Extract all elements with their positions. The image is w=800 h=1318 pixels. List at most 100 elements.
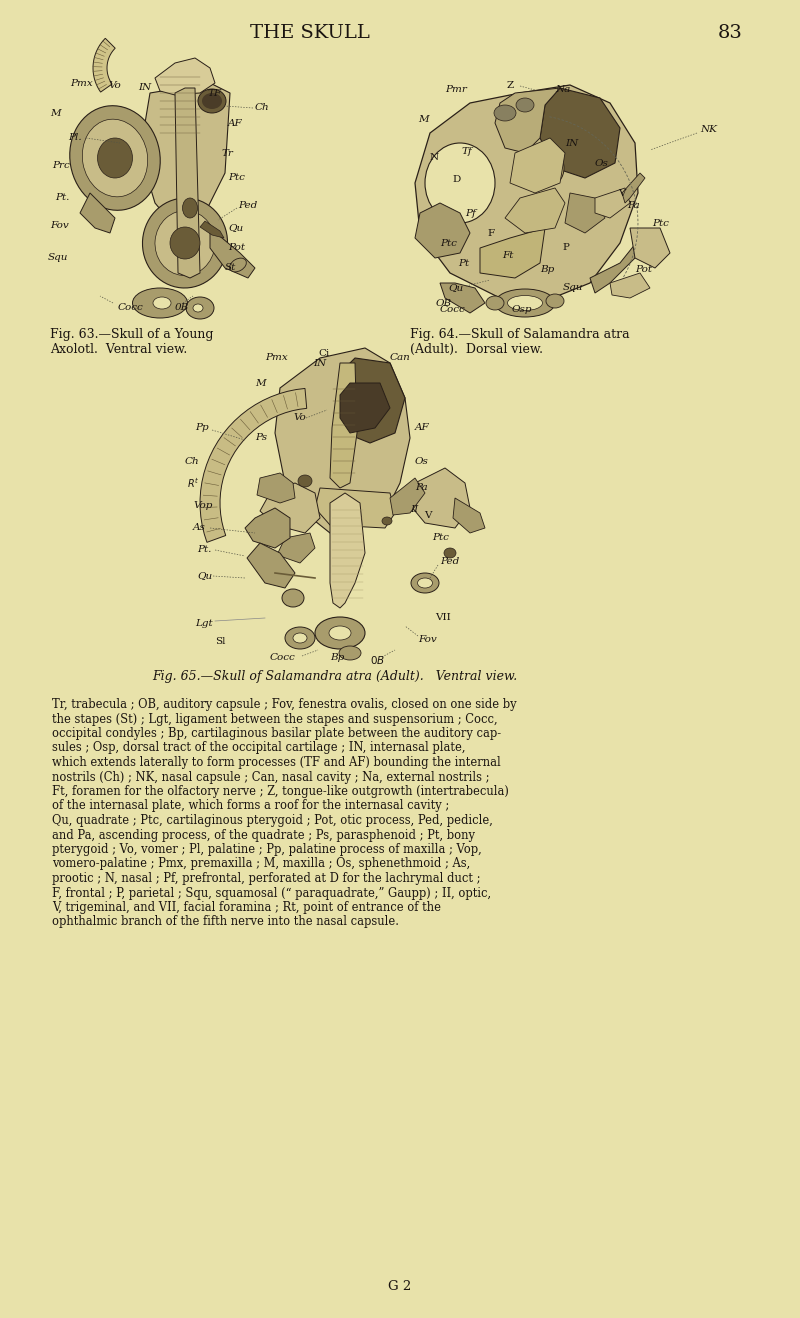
- Text: Fig. 65.—Skull of Salamandra atra (Adult).   Ventral view.: Fig. 65.—Skull of Salamandra atra (Adult…: [152, 670, 518, 683]
- Text: Ptc: Ptc: [432, 534, 449, 543]
- Polygon shape: [260, 482, 320, 532]
- Ellipse shape: [315, 617, 365, 648]
- Ellipse shape: [155, 211, 215, 275]
- Text: Ch: Ch: [185, 456, 200, 465]
- Text: Cocc: Cocc: [440, 306, 466, 315]
- Text: Vo: Vo: [293, 414, 306, 423]
- Text: Bp: Bp: [330, 654, 344, 663]
- Text: V: V: [424, 511, 431, 521]
- Polygon shape: [340, 358, 405, 443]
- Ellipse shape: [507, 295, 542, 311]
- Text: Fig. 64.—Skull of Salamandra atra: Fig. 64.—Skull of Salamandra atra: [410, 328, 630, 341]
- Ellipse shape: [82, 119, 148, 196]
- Ellipse shape: [153, 297, 171, 308]
- Text: Pa: Pa: [627, 202, 640, 211]
- Polygon shape: [200, 221, 224, 239]
- Polygon shape: [247, 543, 295, 588]
- Text: sules ; Osp, dorsal tract of the occipital cartilage ; IN, internasal plate,: sules ; Osp, dorsal tract of the occipit…: [52, 742, 466, 754]
- Text: TF: TF: [207, 88, 221, 98]
- Ellipse shape: [186, 297, 214, 319]
- Polygon shape: [410, 468, 470, 529]
- Text: V, trigeminal, and VII, facial foramina ; Rt, point of entrance of the: V, trigeminal, and VII, facial foramina …: [52, 902, 441, 913]
- Text: II: II: [410, 506, 418, 514]
- Ellipse shape: [495, 289, 555, 318]
- Text: Ped: Ped: [238, 202, 258, 211]
- Text: VII: VII: [435, 613, 450, 622]
- Ellipse shape: [198, 90, 226, 113]
- Polygon shape: [565, 192, 605, 233]
- Text: M: M: [418, 116, 429, 124]
- Text: which extends laterally to form processes (TF and AF) bounding the internal: which extends laterally to form processe…: [52, 757, 501, 768]
- Ellipse shape: [293, 633, 307, 643]
- Text: IN: IN: [565, 138, 578, 148]
- Ellipse shape: [339, 646, 361, 660]
- Text: Lgt: Lgt: [195, 618, 213, 627]
- Text: 0B: 0B: [175, 303, 190, 312]
- Ellipse shape: [202, 94, 222, 109]
- Polygon shape: [175, 88, 200, 278]
- Polygon shape: [505, 188, 565, 233]
- Text: F: F: [487, 228, 494, 237]
- Text: OB: OB: [436, 298, 452, 307]
- Text: M: M: [255, 378, 266, 387]
- Text: P: P: [562, 244, 569, 253]
- Ellipse shape: [230, 258, 246, 272]
- Text: Qu, quadrate ; Ptc, cartilaginous pterygoid ; Pot, otic process, Ped, pedicle,: Qu, quadrate ; Ptc, cartilaginous pteryg…: [52, 815, 493, 826]
- Text: the stapes (St) ; Lgt, ligament between the stapes and suspensorium ; Cocc,: the stapes (St) ; Lgt, ligament between …: [52, 713, 498, 725]
- Polygon shape: [590, 239, 640, 293]
- Text: NK: NK: [700, 125, 717, 134]
- Polygon shape: [440, 283, 485, 312]
- Text: Sl: Sl: [215, 638, 226, 647]
- Polygon shape: [275, 348, 410, 532]
- Polygon shape: [622, 173, 645, 203]
- Ellipse shape: [536, 150, 564, 186]
- Polygon shape: [630, 228, 670, 268]
- Text: Ft, foramen for the olfactory nerve ; Z, tongue-like outgrowth (intertrabecula): Ft, foramen for the olfactory nerve ; Z,…: [52, 786, 509, 797]
- Ellipse shape: [516, 98, 534, 112]
- Text: AF: AF: [228, 119, 242, 128]
- Text: IN: IN: [138, 83, 151, 91]
- Polygon shape: [200, 389, 306, 542]
- Text: Z: Z: [507, 82, 514, 91]
- Text: prootic ; N, nasal ; Pf, prefrontal, perforated at D for the lachrymal duct ;: prootic ; N, nasal ; Pf, prefrontal, per…: [52, 873, 481, 884]
- Text: AF: AF: [415, 423, 430, 432]
- Polygon shape: [315, 488, 395, 529]
- Ellipse shape: [133, 289, 187, 318]
- Text: Fig. 63.—Skull of a Young: Fig. 63.—Skull of a Young: [50, 328, 214, 341]
- Text: Na: Na: [555, 86, 570, 95]
- Ellipse shape: [70, 105, 160, 211]
- Text: occipital condyles ; Bp, cartilaginous basilar plate between the auditory cap-: occipital condyles ; Bp, cartilaginous b…: [52, 728, 501, 739]
- Text: Os: Os: [595, 158, 609, 167]
- Text: vomero-palatine ; Pmx, premaxilla ; M, maxilla ; Os, sphenethmoid ; As,: vomero-palatine ; Pmx, premaxilla ; M, m…: [52, 858, 470, 870]
- Ellipse shape: [546, 294, 564, 308]
- Polygon shape: [80, 192, 115, 233]
- Text: Can: Can: [390, 353, 410, 362]
- Text: Cocc: Cocc: [118, 303, 144, 312]
- Polygon shape: [453, 498, 485, 532]
- Text: Axolotl.  Ventral view.: Axolotl. Ventral view.: [50, 343, 187, 356]
- Text: St: St: [225, 264, 236, 273]
- Text: $\mathit{0B}$: $\mathit{0B}$: [370, 654, 385, 666]
- Text: Bp: Bp: [540, 265, 554, 274]
- Text: $R^t$: $R^t$: [187, 476, 199, 490]
- Text: Osp: Osp: [512, 306, 533, 315]
- Text: Ft: Ft: [502, 252, 514, 261]
- Text: Ch: Ch: [255, 104, 270, 112]
- Polygon shape: [610, 273, 650, 298]
- Polygon shape: [330, 362, 357, 488]
- Ellipse shape: [444, 548, 456, 558]
- Text: Vop: Vop: [193, 502, 212, 510]
- Polygon shape: [93, 38, 115, 92]
- Ellipse shape: [285, 627, 315, 648]
- Text: Pot: Pot: [228, 244, 245, 253]
- Text: Qu: Qu: [197, 572, 212, 580]
- Text: Pmx: Pmx: [70, 79, 93, 87]
- Polygon shape: [540, 88, 620, 178]
- Ellipse shape: [298, 474, 312, 486]
- Text: Ci: Ci: [318, 348, 330, 357]
- Ellipse shape: [170, 227, 200, 260]
- Text: pterygoid ; Vo, vomer ; Pl, palatine ; Pp, palatine process of maxilla ; Vop,: pterygoid ; Vo, vomer ; Pl, palatine ; P…: [52, 844, 482, 855]
- Text: Tf: Tf: [462, 146, 473, 156]
- Text: Fov: Fov: [418, 635, 437, 645]
- Text: F, frontal ; P, parietal ; Squ, squamosal (“ paraquadrate,” Gaupp) ; II, optic,: F, frontal ; P, parietal ; Squ, squamosa…: [52, 887, 491, 899]
